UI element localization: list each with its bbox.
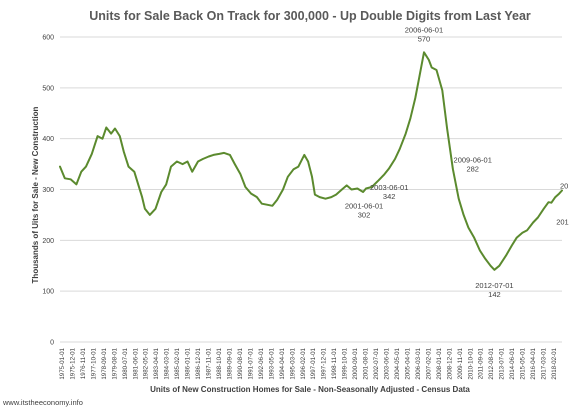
x-tick-label: 1997-01-01 [310,347,317,379]
x-tick-label: 2007-02-01 [425,347,432,379]
x-tick-label: 2014-06-01 [509,347,516,379]
x-tick-label: 2017-03-01 [541,347,548,379]
data-callout: 2017-06-01274 [556,218,569,227]
x-tick-label: 1991-07-01 [247,347,254,379]
y-tick-label: 500 [42,85,54,92]
callout-date: 2009-06-01 [454,156,492,165]
gridlines [60,36,562,343]
x-tick-label: 2000-09-01 [352,347,359,379]
x-tick-label: 2009-11-01 [457,347,464,379]
callout-date: 2018-05-01 [560,182,569,191]
callout-date: 2006-06-01 [405,25,443,34]
series-line [59,51,563,271]
callout-value: 302 [358,210,371,219]
x-tick-label: 1987-11-01 [206,347,213,379]
y-tick-label: 0 [50,340,54,347]
x-axis-title: Units of New Construction Homes for Sale… [150,385,470,394]
x-tick-label: 1975-01-01 [59,347,66,379]
x-tick-label: 1976-11-01 [80,347,87,379]
x-tick-label: 1993-05-01 [268,347,275,379]
x-tick-label: 2002-07-01 [373,347,380,379]
x-tick-label: 1978-09-01 [101,347,108,379]
plot-area [59,51,563,271]
x-tick-label: 2005-04-01 [404,347,411,379]
x-tick-label: 1984-03-01 [164,347,171,379]
x-tick-label: 1985-02-01 [174,347,181,379]
data-callout: 2018-05-01298 [560,182,569,191]
x-tick-label: 1992-06-01 [258,347,265,379]
y-axis-title: Thousands of Uits for Sale - New Constru… [31,106,40,283]
x-tick-label: 1981-06-01 [132,347,139,379]
x-tick-label: 1979-08-01 [111,347,118,379]
x-tick-label: 2003-06-01 [384,347,391,379]
callout-value: 142 [488,290,501,299]
x-tick-label: 2008-12-01 [446,347,453,379]
y-tick-label: 100 [42,289,54,296]
x-tick-label: 2004-05-01 [394,347,401,379]
y-tick-label: 200 [42,238,54,245]
x-tick-label: 2006-03-01 [415,347,422,379]
x-tick-label: 1986-01-01 [185,347,192,379]
x-tick-label: 2016-04-01 [530,347,537,379]
x-tick-label: 2011-09-01 [478,347,485,379]
x-tick-label: 2013-07-01 [499,347,506,379]
x-tick-label: 1988-10-01 [216,347,223,379]
y-tick-label: 600 [42,35,54,42]
x-tick-label: 2010-10-01 [467,347,474,379]
x-tick-label: 2012-08-01 [488,347,495,379]
chart-title: Units for Sale Back On Track for 300,000… [89,9,531,23]
x-tick-label: 1982-05-01 [143,347,150,379]
x-tick-label: 2015-05-01 [520,347,527,379]
x-tick-label: 1983-04-01 [153,347,160,379]
x-tick-label: 1999-10-01 [342,347,349,379]
data-annotations: 2006-06-015702003-06-013422001-06-013022… [345,25,569,299]
callout-date: 2017-06-01 [556,218,569,227]
x-tick-label: 2001-08-01 [363,347,370,379]
x-tick-label: 1989-09-01 [226,347,233,379]
x-tick-label: 1998-11-01 [331,347,338,379]
callout-value: 282 [466,165,479,174]
x-tick-label: 1995-03-01 [289,347,296,379]
x-tick-label: 2018-02-01 [551,347,558,379]
callout-value: 342 [383,192,396,201]
x-tick-label: 1980-07-01 [122,347,129,379]
x-axis-ticks: 1975-01-01 1975-12-01 1976-11-01 1977-10-01… [59,347,558,379]
x-tick-label: 1975-12-01 [69,347,76,379]
callout-value: 570 [418,34,431,43]
source-label: www.itstheeconomy.info [2,398,83,407]
x-tick-label: 2008-01-01 [436,347,443,379]
x-tick-label: 1997-12-01 [321,347,328,379]
callout-date: 2012-07-01 [475,281,513,290]
x-tick-label: 1994-04-01 [279,347,286,379]
callout-date: 2001-06-01 [345,201,383,210]
y-tick-label: 300 [42,187,54,194]
y-tick-label: 400 [42,136,54,143]
callout-date: 2003-06-01 [370,183,408,192]
x-tick-label: 1977-10-01 [90,347,97,379]
y-axis-ticks: 0 100 200 300 400 500 600 [42,35,54,347]
x-tick-label: 1996-02-01 [300,347,307,379]
x-tick-label: 1990-08-01 [237,347,244,379]
x-tick-label: 1986-12-01 [195,347,202,379]
